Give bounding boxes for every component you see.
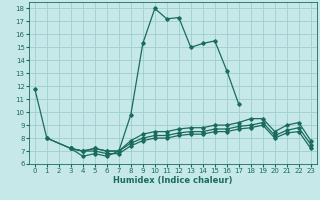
X-axis label: Humidex (Indice chaleur): Humidex (Indice chaleur) (113, 176, 233, 185)
